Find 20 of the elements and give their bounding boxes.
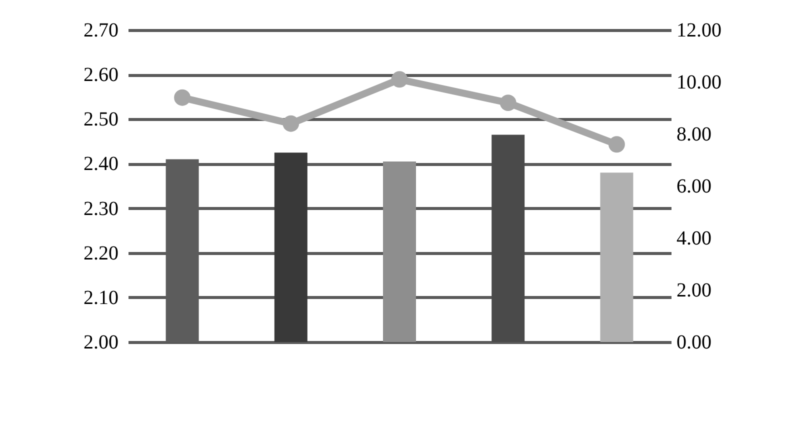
y2-tick-label: 10.00	[676, 72, 722, 94]
y2-tick-label: 8.00	[676, 124, 712, 146]
y2-tick-label: 4.00	[676, 228, 712, 250]
y-tick-label: 2.40	[84, 153, 118, 176]
point	[174, 89, 191, 106]
point	[282, 115, 300, 132]
y-tick-label: 2.20	[84, 242, 118, 264]
y-tick-label: 2.50	[84, 108, 118, 131]
y-tick-label: 2.00	[84, 332, 118, 354]
y2-tick-label: 12.00	[676, 20, 722, 42]
y-tick-label: 2.10	[84, 286, 118, 309]
y2-tick-label: 2.00	[676, 280, 712, 302]
y-tick-label: 2.30	[84, 198, 118, 220]
point	[500, 94, 516, 111]
point	[608, 136, 625, 153]
y-tick-label: 2.60	[84, 64, 118, 86]
y-tick-label: 2.70	[84, 20, 118, 42]
point	[391, 71, 408, 88]
y2-tick-label: 6.00	[676, 176, 712, 198]
y2-tick-label: 0.00	[676, 332, 712, 354]
